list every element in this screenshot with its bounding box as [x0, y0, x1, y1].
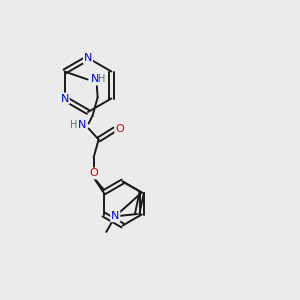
Text: N: N: [111, 211, 119, 221]
Text: H: H: [70, 119, 77, 130]
Text: N: N: [77, 121, 86, 130]
Text: O: O: [89, 169, 98, 178]
Text: O: O: [115, 124, 124, 134]
Text: N: N: [90, 74, 99, 85]
Text: H: H: [98, 74, 105, 83]
Text: N: N: [60, 94, 69, 103]
Text: N: N: [84, 53, 92, 63]
